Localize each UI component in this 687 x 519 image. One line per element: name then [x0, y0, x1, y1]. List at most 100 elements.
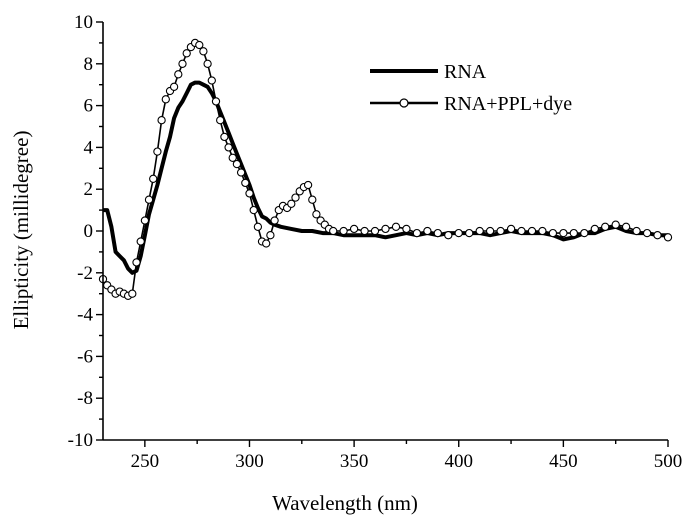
- y-tick-label: -2: [77, 263, 93, 284]
- x-tick-label: 300: [235, 451, 264, 472]
- data-point-rna-ppl-dye: [207, 76, 216, 85]
- legend-label-rna-ppl-dye: RNA+PPL+dye: [444, 93, 572, 115]
- data-point-rna-ppl-dye: [590, 224, 599, 234]
- data-point-rna-ppl-dye: [144, 195, 154, 204]
- legend-entry-rna: RNA: [370, 61, 487, 83]
- y-tick-label: 10: [74, 12, 93, 33]
- data-point-rna-ppl-dye: [253, 222, 263, 231]
- data-point-rna-ppl-dye: [423, 226, 432, 236]
- x-tick-label: 500: [654, 451, 683, 472]
- y-tick-label: 2: [84, 179, 94, 200]
- series-line-rna: [103, 80, 668, 275]
- data-point-rna-ppl-dye: [195, 40, 204, 50]
- data-point-rna-ppl-dye: [329, 226, 338, 236]
- data-point-rna-ppl-dye: [370, 226, 380, 236]
- data-point-rna-ppl-dye: [245, 189, 254, 198]
- data-point-rna-ppl-dye: [601, 222, 610, 231]
- data-point-rna-ppl-dye: [249, 205, 258, 215]
- data-point-rna-ppl-dye: [381, 224, 390, 234]
- data-point-rna-ppl-dye: [132, 258, 141, 267]
- y-tick-label: -8: [77, 388, 93, 409]
- data-point-rna-ppl-dye: [632, 226, 641, 236]
- legend: RNA RNA+PPL+dye: [370, 61, 572, 115]
- legend-label-rna: RNA: [444, 61, 487, 83]
- y-tick-label: 4: [84, 137, 94, 158]
- x-axis-ticks: 250 300 350 400 450 500: [131, 440, 683, 472]
- data-point-rna-ppl-dye: [291, 193, 300, 202]
- data-point-rna-ppl-dye: [157, 116, 166, 125]
- data-point-rna-ppl-dye: [232, 159, 242, 169]
- data-point-rna-ppl-dye: [465, 228, 474, 238]
- data-point-rna-ppl-dye: [444, 231, 453, 240]
- data-point-rna-ppl-dye: [303, 180, 313, 190]
- data-point-rna-ppl-dye: [517, 226, 526, 236]
- x-axis-title: Wavelength (nm): [272, 491, 418, 515]
- data-point-rna-ppl-dye: [506, 224, 516, 234]
- data-point-rna-ppl-dye: [412, 228, 422, 238]
- x-tick-label: 350: [340, 451, 369, 472]
- data-point-rna-ppl-dye: [174, 70, 183, 79]
- data-point-rna-ppl-dye: [216, 116, 225, 125]
- data-point-rna-ppl-dye: [454, 228, 463, 238]
- data-point-rna-ppl-dye: [548, 228, 558, 238]
- data-point-rna-ppl-dye: [199, 47, 208, 56]
- y-tick-label: -10: [68, 430, 93, 451]
- data-point-rna-ppl-dye: [527, 226, 537, 236]
- data-point-rna-ppl-dye: [169, 82, 179, 91]
- data-point-rna-ppl-dye: [663, 233, 673, 242]
- data-point-rna-ppl-dye: [308, 195, 317, 204]
- data-point-rna-ppl-dye: [475, 226, 484, 236]
- data-point-rna-ppl-dye: [228, 153, 237, 162]
- data-point-rna-ppl-dye: [538, 226, 547, 236]
- data-point-rna-ppl-dye: [262, 239, 271, 248]
- data-point-rna-ppl-dye: [611, 220, 620, 229]
- x-tick-label: 400: [444, 451, 473, 472]
- data-point-rna-ppl-dye: [211, 97, 221, 106]
- x-tick-label: 250: [131, 451, 160, 472]
- series-line-rna-ppl-dye: [102, 42, 669, 297]
- data-point-rna-ppl-dye: [580, 228, 589, 238]
- data-point-rna-ppl-dye: [224, 143, 233, 152]
- data-point-rna-ppl-dye: [312, 210, 321, 219]
- data-point-rna-ppl-dye: [339, 226, 348, 236]
- data-point-rna-ppl-dye: [287, 199, 296, 208]
- data-point-rna-ppl-dye: [140, 216, 150, 225]
- y-tick-label: 0: [84, 221, 94, 242]
- data-point-rna-ppl-dye: [203, 59, 212, 68]
- data-point-rna-ppl-dye: [236, 168, 246, 177]
- data-point-rna-ppl-dye: [220, 132, 229, 142]
- data-point-rna-ppl-dye: [136, 237, 145, 246]
- data-point-rna-ppl-dye: [270, 216, 279, 225]
- data-point-rna-ppl-dye: [360, 226, 369, 236]
- data-point-rna-ppl-dye: [653, 231, 662, 240]
- data-point-rna-ppl-dye: [569, 228, 578, 238]
- data-point-rna-ppl-dye: [149, 174, 158, 183]
- data-point-rna-ppl-dye: [485, 226, 495, 236]
- data-point-rna-ppl-dye: [349, 224, 359, 234]
- data-point-rna-ppl-dye: [402, 224, 411, 234]
- data-point-rna-ppl-dye: [621, 222, 631, 231]
- data-point-rna-ppl-dye: [128, 289, 137, 298]
- y-axis-title: Ellipticity (millidegree): [9, 131, 33, 330]
- y-tick-label: -4: [77, 305, 93, 326]
- data-point-rna-ppl-dye: [496, 226, 505, 236]
- legend-entry-rna-ppl-dye: RNA+PPL+dye: [370, 93, 572, 115]
- data-point-rna-ppl-dye: [178, 59, 187, 68]
- y-tick-label: 6: [84, 96, 94, 117]
- y-tick-label: -6: [77, 346, 93, 367]
- x-tick-label: 450: [549, 451, 578, 472]
- legend-marker-rna-ppl-dye: [399, 98, 409, 108]
- data-point-rna-ppl-dye: [391, 222, 401, 231]
- data-point-rna-ppl-dye: [153, 147, 162, 156]
- data-point-rna-ppl-dye: [642, 228, 652, 238]
- data-point-rna-ppl-dye: [266, 231, 275, 240]
- data-point-rna-ppl-dye: [559, 228, 568, 238]
- y-tick-label: 8: [84, 54, 94, 75]
- data-point-rna-ppl-dye: [182, 49, 191, 58]
- data-point-rna-ppl-dye: [433, 228, 442, 238]
- data-point-rna-ppl-dye: [241, 178, 250, 188]
- plot-series: [98, 38, 673, 300]
- y-axis-ticks: 10 8 6 4 2 0 -2 -4 -6 -8 -10: [68, 12, 103, 451]
- data-point-rna-ppl-dye: [161, 95, 170, 104]
